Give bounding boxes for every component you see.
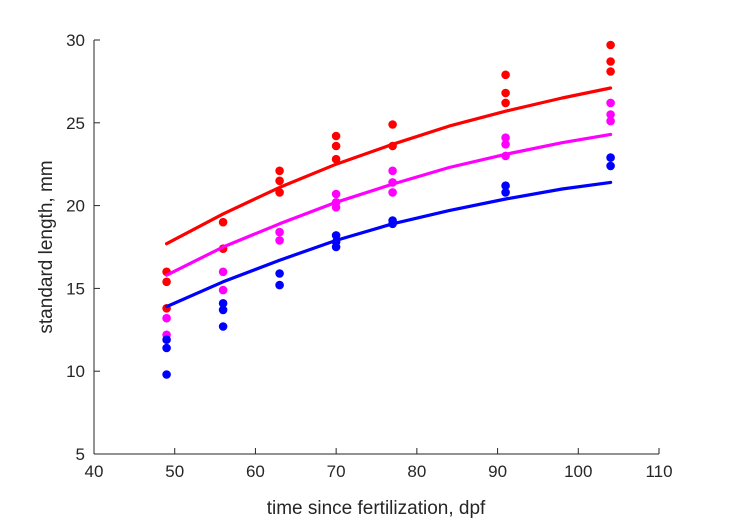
chart-marks: [162, 40, 615, 379]
data-point: [218, 299, 228, 308]
x-tick-label: 50: [165, 462, 184, 481]
data-point: [388, 120, 397, 129]
data-point: [388, 188, 397, 197]
x-axis-label: time since fertilization, dpf: [267, 498, 486, 519]
data-point: [501, 98, 510, 108]
data-point: [275, 166, 284, 176]
data-point: [275, 188, 284, 197]
data-point: [218, 267, 228, 277]
x-tick-label: 60: [246, 462, 265, 481]
y-tick-label: 20: [66, 197, 85, 216]
x-tick-label: 70: [327, 462, 346, 481]
data-point: [331, 141, 341, 151]
x-tick-label: 110: [645, 462, 672, 481]
data-point: [218, 322, 228, 331]
data-point: [501, 70, 510, 80]
data-point: [606, 110, 615, 119]
data-point: [162, 370, 171, 379]
fit-line-1: [165, 132, 613, 277]
data-point: [275, 269, 284, 278]
data-point: [501, 188, 510, 197]
data-point: [606, 67, 615, 76]
y-tick-label: 15: [66, 279, 85, 298]
series-0: [162, 40, 615, 313]
data-point: [606, 161, 615, 171]
axes: [93, 40, 659, 455]
x-tick-label: 90: [488, 462, 507, 481]
data-point: [218, 285, 228, 295]
data-point: [388, 219, 397, 229]
y-tick-label: 25: [66, 114, 85, 133]
data-point: [162, 335, 171, 345]
data-point: [388, 166, 397, 176]
x-tick-label: 80: [407, 462, 426, 481]
ticks: 40 50 60 70 80 90 100 110 5 10 15 20 25 30: [66, 31, 672, 481]
data-point: [388, 178, 397, 187]
data-point: [331, 154, 341, 164]
data-point: [218, 305, 228, 315]
data-point: [388, 141, 397, 151]
data-point: [501, 181, 510, 190]
data-point: [606, 116, 615, 126]
data-point: [606, 98, 615, 108]
data-point: [275, 176, 284, 186]
y-tick-label: 10: [66, 362, 85, 381]
data-point: [331, 203, 341, 212]
data-point: [606, 57, 615, 66]
y-tick-label: 30: [66, 31, 85, 50]
data-point: [606, 153, 615, 162]
data-point: [275, 280, 284, 290]
data-point: [162, 313, 171, 323]
data-point: [162, 343, 171, 353]
data-point: [275, 227, 284, 237]
data-point: [331, 189, 341, 199]
data-point: [162, 277, 171, 287]
x-tick-label: 100: [564, 462, 592, 481]
series-1: [162, 98, 615, 340]
data-point: [331, 242, 341, 252]
data-point: [501, 140, 510, 149]
data-point: [331, 231, 341, 240]
series-2: [162, 153, 615, 379]
data-point: [501, 151, 510, 161]
data-point: [275, 236, 284, 245]
data-point: [606, 40, 615, 50]
data-point: [218, 217, 228, 227]
x-tick-label: 40: [85, 462, 104, 481]
data-point: [331, 131, 341, 141]
data-point: [501, 133, 510, 142]
y-axis-label: standard length, mm: [36, 160, 57, 333]
y-tick-label: 5: [76, 445, 85, 464]
data-point: [501, 88, 510, 98]
